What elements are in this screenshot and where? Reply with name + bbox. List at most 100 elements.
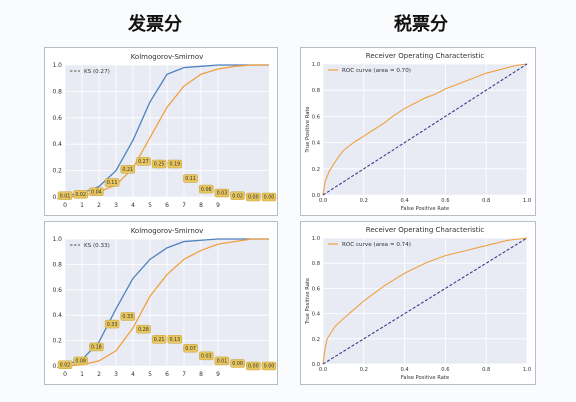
- x-tick-label: 6: [165, 371, 169, 378]
- legend-label: ROC curve (area = 0.74): [342, 242, 411, 248]
- x-tick-label: 5: [148, 371, 152, 378]
- x-tick-label: 0.0: [319, 198, 327, 204]
- legend-label: KS (0.27): [84, 69, 110, 75]
- y-tick-label: 0.2: [312, 337, 320, 343]
- ks-data-label: 0.02: [232, 193, 243, 199]
- y-tick-label: 0.0: [312, 362, 320, 368]
- chart-title: Kolmogorov-Smirnov: [131, 53, 204, 61]
- ks-data-label-box: [120, 312, 136, 321]
- ks-data-label: 0.21: [154, 337, 165, 343]
- ks-data-label-box: [89, 342, 104, 352]
- y-tick-label: 0.6: [312, 114, 320, 120]
- ks-data-label-box: [89, 187, 104, 196]
- ks-data-label: 0.33: [122, 314, 133, 320]
- ks-data-label: 0.00: [264, 195, 275, 201]
- y-tick-label: 1.0: [312, 236, 320, 242]
- left-column-heading: 发票分: [128, 14, 182, 35]
- x-tick-label: 9: [216, 371, 220, 378]
- y-tick-label: 0.2: [52, 338, 62, 345]
- chart-title: Receiver Operating Characteristic: [366, 52, 485, 60]
- x-tick-label: 8: [199, 371, 203, 378]
- ks-data-label-box: [246, 361, 261, 371]
- ks-chart-1: Kolmogorov-Smirnov 0.0 0.2 0.4 0.6 0.8 1.0 0 1 2 3…: [44, 47, 278, 216]
- y-tick-label: 0.8: [312, 88, 320, 94]
- legend-label: KS (0.33): [84, 243, 110, 249]
- x-tick-label: 7: [182, 202, 186, 209]
- x-tick-label: 1: [80, 371, 84, 378]
- x-tick-label: 7: [182, 371, 186, 378]
- ks-data-label: 0.07: [185, 346, 196, 352]
- x-tick-label: 0: [63, 202, 67, 209]
- ks-data-label-box: [230, 191, 245, 200]
- x-tick-label: 0.0: [319, 367, 327, 373]
- ks-chart-2: Kolmogorov-Smirnov 0.0 0.2 0.4 0.6 0.8 1.0 0 1 2 3…: [44, 221, 278, 385]
- x-tick-label: 0.8: [482, 198, 490, 204]
- x-tick-label: 0.8: [482, 367, 490, 373]
- x-tick-label: 2: [97, 202, 101, 209]
- chance-diagonal-line: [322, 63, 528, 196]
- ks-data-label: 0.01: [217, 359, 228, 365]
- x-tick-label: 3: [114, 371, 118, 378]
- ks-data-label: 0.03: [217, 191, 228, 197]
- y-tick-label: 0.0: [312, 193, 320, 199]
- x-tick-label: 4: [131, 371, 135, 378]
- ks-data-label-box: [57, 191, 73, 200]
- x-tick-label: 0.4: [400, 367, 409, 373]
- x-tick-label: 0.2: [360, 198, 368, 204]
- y-tick-label: 0.8: [52, 261, 62, 268]
- y-axis-label: True Positive Rate: [305, 278, 311, 325]
- ks-data-label-box: [214, 188, 230, 198]
- x-axis-label: False Positive Rate: [401, 375, 449, 381]
- blue-series-line: [64, 238, 269, 366]
- x-tick-label: 1: [80, 202, 84, 209]
- orange-series-line: [64, 238, 269, 367]
- ks-data-label-box: [261, 192, 277, 202]
- ks-data-label-box: [136, 157, 151, 166]
- y-tick-label: 0.4: [52, 312, 62, 319]
- ks-data-label: 0.08: [75, 359, 86, 365]
- ks-data-label: 0.01: [60, 193, 71, 199]
- ks-data-label: 0.19: [170, 162, 181, 168]
- ks-data-label: 0.11: [185, 176, 196, 182]
- chart-title: Receiver Operating Characteristic: [366, 226, 485, 234]
- chance-diagonal-line: [322, 237, 528, 365]
- ks-data-label-box: [73, 356, 88, 366]
- ks-data-label: 0.18: [91, 345, 102, 351]
- x-tick-label: 4: [131, 202, 135, 209]
- y-tick-label: 0.4: [52, 141, 62, 148]
- ks-data-label: 0.21: [122, 167, 133, 173]
- roc-chart-2: Receiver Operating Characteristic 0.0 0.2 0…: [300, 221, 536, 385]
- x-tick-label: 0.4: [400, 198, 409, 204]
- ks-data-label: 0.27: [138, 159, 149, 165]
- x-tick-label: 9: [216, 202, 220, 209]
- x-tick-label: 0: [63, 371, 67, 378]
- y-tick-label: 0.4: [312, 141, 321, 147]
- roc-curve-line: [322, 63, 528, 196]
- legend-label: ROC curve (area = 0.70): [342, 68, 411, 74]
- ks-data-label-box: [183, 174, 198, 183]
- x-tick-label: 1.0: [523, 198, 531, 204]
- x-axis-label: False Positive Rate: [401, 206, 449, 212]
- x-tick-label: 2: [97, 371, 101, 378]
- ks-data-label-box: [151, 335, 167, 344]
- y-tick-label: 0.8: [52, 88, 62, 95]
- ks-data-label: 0.04: [91, 189, 102, 195]
- ks-data-label-box: [198, 184, 214, 194]
- y-tick-label: 0.8: [312, 261, 320, 267]
- ks-data-label-box: [73, 190, 88, 199]
- ks-data-label: 0.03: [201, 354, 212, 360]
- ks-data-label: 0.02: [60, 362, 71, 368]
- ks-data-label: 0.13: [170, 337, 181, 343]
- right-column-heading: 税票分: [394, 14, 448, 35]
- ks-data-label-box: [261, 361, 277, 371]
- ks-data-label-box: [120, 165, 136, 174]
- x-tick-label: 5: [148, 202, 152, 209]
- x-tick-label: 0.6: [441, 367, 449, 373]
- ks-data-label-box: [151, 159, 167, 169]
- y-tick-label: 0.2: [312, 167, 320, 173]
- ks-data-label-box: [167, 159, 183, 169]
- roc-chart-1: Receiver Operating Characteristic 0.0 0.2 0…: [300, 47, 536, 216]
- y-tick-label: 0.0: [52, 363, 62, 370]
- y-axis-label: True Positive Rate: [305, 106, 311, 153]
- ks-data-label: 0.00: [248, 364, 259, 370]
